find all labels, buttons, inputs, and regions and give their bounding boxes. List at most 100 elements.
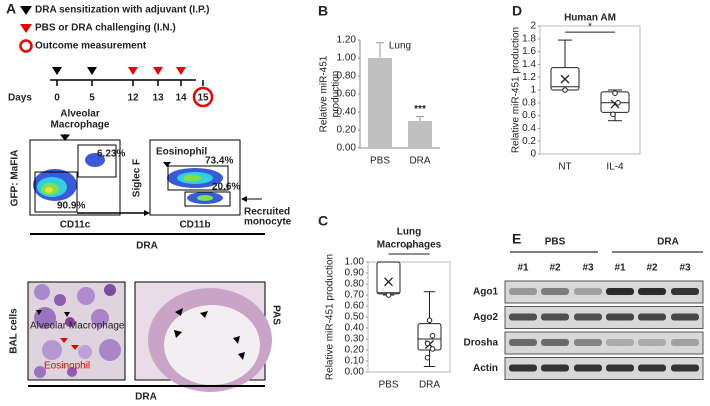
- bar: [408, 121, 432, 148]
- legend-text: DRA sensitization with adjuvant (I.P.): [35, 5, 209, 16]
- y-tick-label: 0.70: [345, 290, 365, 301]
- y-tick-label: 0.00: [337, 143, 357, 154]
- band: [606, 339, 634, 346]
- blot-strip: [504, 331, 704, 355]
- band: [574, 364, 602, 372]
- marker: [176, 67, 186, 75]
- x-tick-label: PBS: [378, 380, 398, 391]
- y-tick-label: 0.90: [345, 268, 365, 279]
- band: [638, 288, 666, 295]
- y-axis-label: Relative miR-451: [319, 55, 330, 132]
- mean-marker: [560, 74, 570, 84]
- bar: [368, 58, 392, 148]
- caption: DRA: [136, 241, 158, 252]
- y-tick-label: 0.60: [337, 89, 357, 100]
- y-tick-label: 1.00: [345, 257, 365, 268]
- band: [671, 339, 699, 346]
- side-label: monocyte: [244, 217, 292, 228]
- y-tick-label: 0.50: [345, 312, 365, 323]
- legend-icon: [20, 6, 32, 15]
- y-tick-label: 0.60: [345, 301, 365, 312]
- band: [606, 313, 634, 321]
- days-label: Days: [8, 93, 32, 104]
- data-point: [424, 354, 431, 361]
- band: [541, 339, 569, 346]
- x-tick-label: DRA: [419, 380, 440, 391]
- band: [509, 313, 537, 321]
- day-label: 13: [152, 93, 164, 104]
- arrow: [241, 196, 247, 202]
- band: [541, 313, 569, 321]
- y-tick-label: 0.00: [345, 367, 365, 378]
- outcome-circle: [192, 86, 214, 108]
- cell-label: Alveolar Macrophage: [30, 321, 125, 332]
- group-label: PBS: [545, 237, 566, 248]
- chart-title: Human AM: [564, 13, 616, 24]
- band: [574, 339, 602, 346]
- lane-label: #1: [614, 263, 626, 274]
- group-label: DRA: [657, 237, 679, 248]
- mean-marker: [384, 277, 393, 287]
- y-tick-label: 0.20: [337, 125, 357, 136]
- gate-value: 73.4%: [205, 156, 233, 167]
- lane-label: #1: [517, 263, 529, 274]
- axis-label: GFP: MaFIA: [10, 150, 21, 207]
- y-tick-label: 1.2: [522, 72, 536, 83]
- blot-strip: [504, 280, 704, 304]
- band: [509, 339, 537, 346]
- y-tick-label: 0.6: [522, 110, 536, 121]
- marker: [87, 67, 97, 75]
- y-tick-label: 0.8: [522, 97, 536, 108]
- day-label: 14: [175, 93, 187, 104]
- arrow: [144, 210, 150, 216]
- y-tick-label: 1.8: [522, 33, 536, 44]
- row-label: Ago2: [473, 312, 498, 323]
- band: [606, 288, 634, 295]
- band: [574, 313, 602, 321]
- chart-title: Macrophages: [377, 240, 442, 251]
- y-tick-label: 1.4: [522, 59, 536, 70]
- band: [638, 313, 666, 321]
- blot-strip: [504, 306, 704, 329]
- panel-label: A: [6, 1, 16, 17]
- y-tick-label: 0.40: [345, 323, 365, 334]
- band: [638, 339, 666, 346]
- cell-label: Eosinophil: [44, 361, 90, 372]
- lane-label: #3: [679, 263, 691, 274]
- x-tick-label: NT: [558, 162, 571, 173]
- x-tick-label: DRA: [409, 156, 430, 167]
- legend-icon: [20, 24, 32, 33]
- axis-label: Siglec F: [132, 159, 143, 197]
- data-point: [429, 346, 436, 352]
- lane-label: #3: [582, 263, 594, 274]
- annotation: **: [405, 244, 413, 255]
- legend-text: Outcome measurement: [35, 41, 147, 52]
- y-tick-label: 1.20: [337, 35, 357, 46]
- panel-label: D: [512, 3, 522, 19]
- panel-label: B: [318, 3, 328, 19]
- image-label: PAS: [270, 305, 281, 325]
- arrow: [163, 162, 171, 167]
- data-point: [562, 87, 568, 93]
- error-bar: [376, 42, 384, 58]
- arrow: [59, 134, 71, 141]
- y-tick-label: 1.00: [337, 53, 357, 64]
- day-label: 12: [127, 93, 139, 104]
- y-tick-label: 0.10: [345, 356, 365, 367]
- row-label: Ago1: [473, 287, 498, 298]
- day-label: 5: [89, 93, 95, 104]
- band: [638, 364, 666, 372]
- plot-frame: [539, 25, 641, 155]
- image-label: BAL cells: [9, 308, 20, 354]
- y-tick-label: 0.40: [337, 107, 357, 118]
- day-label: 15: [197, 93, 209, 104]
- flow-plot-left: [29, 139, 121, 216]
- chart-title: Lung: [389, 41, 411, 52]
- micrograph-left: [27, 281, 126, 381]
- legend-text: PBS or DRA challenging (I.N.): [35, 23, 176, 34]
- data-point: [612, 90, 618, 96]
- y-axis-label: production: [331, 71, 342, 118]
- y-tick-label: 0.30: [345, 334, 365, 345]
- blot-strip: [504, 357, 704, 380]
